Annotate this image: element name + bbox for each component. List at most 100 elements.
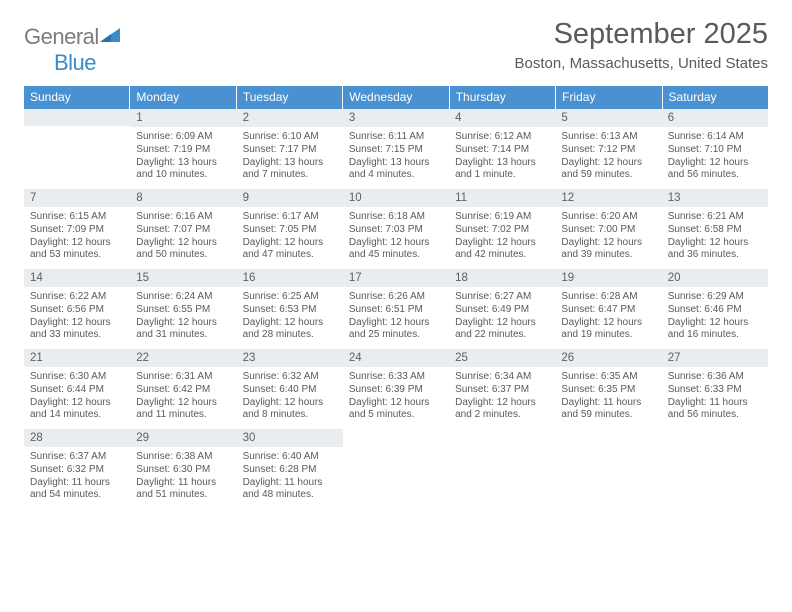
day-line: Sunrise: 6:10 AM: [243, 131, 337, 144]
calendar: Sunday Monday Tuesday Wednesday Thursday…: [24, 86, 768, 509]
day-body: Sunrise: 6:34 AMSunset: 6:37 PMDaylight:…: [449, 368, 555, 428]
day-line: Sunrise: 6:24 AM: [136, 291, 230, 304]
day-line: Sunset: 6:40 PM: [243, 384, 337, 397]
day-number: 3: [343, 109, 449, 128]
day-line: Sunset: 6:51 PM: [349, 304, 443, 317]
day-line: Sunset: 7:07 PM: [136, 224, 230, 237]
day-body: [555, 447, 661, 456]
day-body: Sunrise: 6:21 AMSunset: 6:58 PMDaylight:…: [662, 208, 768, 268]
day-number: 17: [343, 269, 449, 288]
day-line: Sunset: 6:30 PM: [136, 464, 230, 477]
day-line: Daylight: 12 hours: [349, 397, 443, 410]
week-header: Sunday Monday Tuesday Wednesday Thursday…: [24, 86, 768, 109]
day-line: Daylight: 12 hours: [136, 317, 230, 330]
day-line: Sunset: 7:02 PM: [455, 224, 549, 237]
day-line: and 5 minutes.: [349, 409, 443, 422]
day-cell: 9Sunrise: 6:17 AMSunset: 7:05 PMDaylight…: [237, 189, 343, 269]
day-line: Sunset: 7:05 PM: [243, 224, 337, 237]
day-line: Sunset: 6:42 PM: [136, 384, 230, 397]
day-number: 24: [343, 349, 449, 368]
day-line: Sunrise: 6:14 AM: [668, 131, 762, 144]
logo: General Blue: [24, 24, 120, 76]
day-line: Sunset: 7:15 PM: [349, 144, 443, 157]
day-cell: 7Sunrise: 6:15 AMSunset: 7:09 PMDaylight…: [24, 189, 130, 269]
day-line: Daylight: 13 hours: [455, 157, 549, 170]
day-cell: 27Sunrise: 6:36 AMSunset: 6:33 PMDayligh…: [662, 349, 768, 429]
day-number: [24, 109, 130, 127]
week-label: Friday: [556, 86, 662, 109]
day-line: Sunrise: 6:34 AM: [455, 371, 549, 384]
day-number: 6: [662, 109, 768, 128]
day-number: 27: [662, 349, 768, 368]
day-body: Sunrise: 6:09 AMSunset: 7:19 PMDaylight:…: [130, 128, 236, 188]
day-line: Sunrise: 6:40 AM: [243, 451, 337, 464]
day-number: 23: [237, 349, 343, 368]
day-line: Sunset: 7:19 PM: [136, 144, 230, 157]
day-line: Sunset: 6:39 PM: [349, 384, 443, 397]
day-line: and 50 minutes.: [136, 249, 230, 262]
day-cell: 23Sunrise: 6:32 AMSunset: 6:40 PMDayligh…: [237, 349, 343, 429]
day-line: Daylight: 12 hours: [30, 397, 124, 410]
day-number: 1: [130, 109, 236, 128]
day-line: Sunset: 6:37 PM: [455, 384, 549, 397]
day-line: Daylight: 12 hours: [30, 317, 124, 330]
week-label: Thursday: [450, 86, 556, 109]
day-line: Sunrise: 6:35 AM: [561, 371, 655, 384]
day-line: Sunrise: 6:36 AM: [668, 371, 762, 384]
day-line: Sunset: 7:14 PM: [455, 144, 549, 157]
day-body: [24, 127, 130, 136]
day-body: Sunrise: 6:37 AMSunset: 6:32 PMDaylight:…: [24, 448, 130, 508]
day-line: and 22 minutes.: [455, 329, 549, 342]
day-line: Sunrise: 6:27 AM: [455, 291, 549, 304]
day-body: Sunrise: 6:31 AMSunset: 6:42 PMDaylight:…: [130, 368, 236, 428]
day-line: and 33 minutes.: [30, 329, 124, 342]
day-body: Sunrise: 6:29 AMSunset: 6:46 PMDaylight:…: [662, 288, 768, 348]
day-line: Daylight: 12 hours: [30, 237, 124, 250]
day-line: Daylight: 12 hours: [455, 237, 549, 250]
day-cell: 20Sunrise: 6:29 AMSunset: 6:46 PMDayligh…: [662, 269, 768, 349]
day-line: Sunset: 7:17 PM: [243, 144, 337, 157]
day-body: Sunrise: 6:26 AMSunset: 6:51 PMDaylight:…: [343, 288, 449, 348]
day-line: Sunset: 6:55 PM: [136, 304, 230, 317]
day-line: Sunrise: 6:16 AM: [136, 211, 230, 224]
day-number: 28: [24, 429, 130, 448]
day-cell: 1Sunrise: 6:09 AMSunset: 7:19 PMDaylight…: [130, 109, 236, 189]
day-cell: 18Sunrise: 6:27 AMSunset: 6:49 PMDayligh…: [449, 269, 555, 349]
week-label: Sunday: [24, 86, 130, 109]
day-number: 26: [555, 349, 661, 368]
day-number: 11: [449, 189, 555, 208]
day-body: Sunrise: 6:32 AMSunset: 6:40 PMDaylight:…: [237, 368, 343, 428]
day-line: Daylight: 12 hours: [243, 317, 337, 330]
day-number: 25: [449, 349, 555, 368]
day-line: Daylight: 12 hours: [136, 237, 230, 250]
day-line: and 8 minutes.: [243, 409, 337, 422]
week-label: Monday: [130, 86, 236, 109]
day-line: Daylight: 12 hours: [561, 317, 655, 330]
day-body: Sunrise: 6:36 AMSunset: 6:33 PMDaylight:…: [662, 368, 768, 428]
day-line: and 16 minutes.: [668, 329, 762, 342]
day-cell: 21Sunrise: 6:30 AMSunset: 6:44 PMDayligh…: [24, 349, 130, 429]
day-line: Sunrise: 6:18 AM: [349, 211, 443, 224]
day-body: [662, 447, 768, 456]
logo-triangle-icon: [100, 28, 120, 47]
day-number: 7: [24, 189, 130, 208]
day-body: Sunrise: 6:13 AMSunset: 7:12 PMDaylight:…: [555, 128, 661, 188]
day-cell: 2Sunrise: 6:10 AMSunset: 7:17 PMDaylight…: [237, 109, 343, 189]
day-cell: 13Sunrise: 6:21 AMSunset: 6:58 PMDayligh…: [662, 189, 768, 269]
week-row: 28Sunrise: 6:37 AMSunset: 6:32 PMDayligh…: [24, 429, 768, 509]
day-line: Daylight: 12 hours: [243, 237, 337, 250]
day-cell: 5Sunrise: 6:13 AMSunset: 7:12 PMDaylight…: [555, 109, 661, 189]
calendar-grid: 1Sunrise: 6:09 AMSunset: 7:19 PMDaylight…: [24, 109, 768, 509]
day-cell: 15Sunrise: 6:24 AMSunset: 6:55 PMDayligh…: [130, 269, 236, 349]
day-body: Sunrise: 6:19 AMSunset: 7:02 PMDaylight:…: [449, 208, 555, 268]
day-line: Sunrise: 6:32 AM: [243, 371, 337, 384]
day-line: Sunset: 6:56 PM: [30, 304, 124, 317]
day-cell: 25Sunrise: 6:34 AMSunset: 6:37 PMDayligh…: [449, 349, 555, 429]
day-cell: 22Sunrise: 6:31 AMSunset: 6:42 PMDayligh…: [130, 349, 236, 429]
day-cell: [24, 109, 130, 189]
day-line: Daylight: 12 hours: [455, 397, 549, 410]
day-line: and 2 minutes.: [455, 409, 549, 422]
day-line: Daylight: 12 hours: [136, 397, 230, 410]
day-line: and 53 minutes.: [30, 249, 124, 262]
day-line: and 1 minute.: [455, 169, 549, 182]
